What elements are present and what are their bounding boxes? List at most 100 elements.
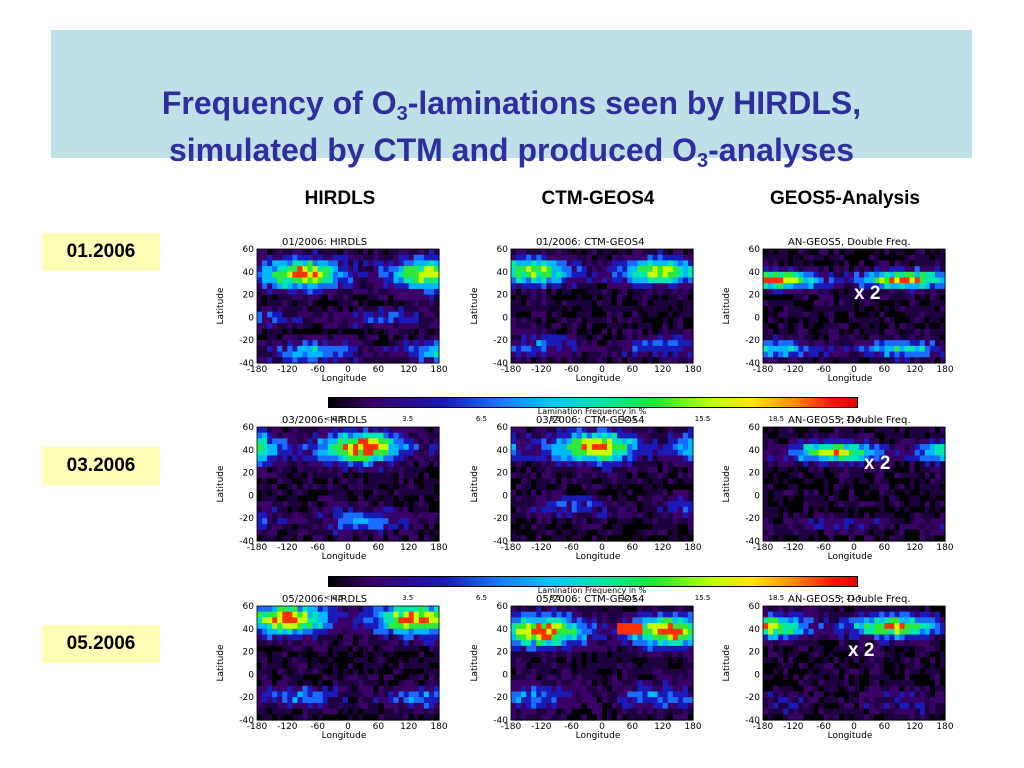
heatmap-cell (848, 478, 855, 485)
heatmap-cell (368, 657, 374, 664)
heatmap-cell (662, 438, 669, 445)
heatmap-cell (317, 668, 324, 675)
heatmap-cell (541, 489, 547, 496)
heatmap-cell (332, 340, 339, 347)
heatmap-cell (541, 300, 547, 307)
heatmap-cell (423, 334, 430, 341)
heatmap-cell (551, 351, 558, 358)
heatmap-cell (879, 340, 885, 347)
heatmap-cell (383, 606, 390, 613)
heatmap-cell (798, 334, 805, 341)
heatmap-cell (899, 501, 906, 508)
heatmap-cell (277, 351, 283, 358)
x-tick-label: 120 (654, 365, 671, 375)
heatmap-cell (373, 317, 379, 324)
heatmap-cell (272, 484, 278, 491)
heatmap-cell (677, 340, 684, 347)
heatmap-cell (622, 478, 628, 485)
heatmap-cell (677, 529, 684, 536)
heatmap-cell (763, 529, 769, 536)
heatmap-cell (607, 249, 613, 256)
heatmap-cell (828, 444, 835, 451)
heatmap-cell (612, 484, 618, 491)
heatmap-cell (378, 472, 384, 479)
heatmap-cell (531, 472, 537, 479)
heatmap-cell (408, 345, 415, 353)
heatmap-cell (327, 288, 334, 296)
heatmap-cell (317, 617, 324, 624)
heatmap-cell (677, 288, 684, 296)
heatmap-cell (848, 323, 855, 330)
heatmap-cell (541, 484, 547, 491)
heatmap-cell (607, 478, 613, 485)
heatmap-cell (363, 334, 369, 341)
heatmap-cell (808, 249, 815, 256)
heatmap-cell (297, 438, 304, 445)
heatmap-cell (312, 668, 319, 675)
heatmap-cell (368, 277, 374, 284)
heatmap-cell (413, 277, 420, 284)
heatmap-cell (899, 254, 906, 261)
heatmap-cell (423, 340, 430, 347)
heatmap-cell (353, 317, 359, 324)
heatmap-cell (627, 427, 633, 434)
heatmap-cell (657, 351, 664, 358)
heatmap-cell (267, 288, 273, 296)
heatmap-cell (267, 323, 273, 330)
heatmap-cell (393, 512, 400, 519)
heatmap-cell (929, 357, 936, 364)
heatmap-cell (813, 529, 820, 536)
heatmap-cell (874, 466, 880, 474)
heatmap-cell (433, 489, 440, 496)
heatmap-cell (413, 323, 420, 330)
heatmap-panel: 01/2006: CTM-GEOS4 60 40 20 0 -20 -40 -180 -120-… (466, 235, 716, 390)
heatmap-cell (934, 512, 941, 519)
heatmap-cell (667, 283, 674, 290)
heatmap-cell (637, 340, 644, 347)
heatmap-cell (828, 323, 835, 330)
heatmap-cell (823, 271, 830, 279)
heatmap-cell (403, 317, 410, 324)
heatmap-cell (418, 283, 425, 290)
heatmap-cell (292, 606, 299, 613)
heatmap-cell (924, 283, 931, 290)
heatmap-cell (864, 478, 870, 485)
heatmap-cell (332, 657, 339, 664)
heatmap-cell (556, 334, 563, 341)
heatmap-cell (899, 455, 906, 462)
heatmap-cell (358, 288, 364, 296)
heatmap-cell (403, 306, 410, 313)
heatmap-cell (307, 432, 314, 439)
heatmap-cell (929, 444, 936, 451)
heatmap-cell (879, 484, 885, 491)
heatmap-cell (287, 249, 293, 256)
x-tick-label: 180 (684, 365, 701, 375)
heatmap-cell (353, 501, 359, 508)
heatmap-cell (672, 466, 679, 474)
heatmap-cell (398, 461, 405, 468)
heatmap-cell (677, 472, 684, 479)
heatmap-cell (778, 277, 784, 284)
heatmap-cell (813, 472, 820, 479)
heatmap-cell (378, 529, 384, 536)
heatmap-cell (541, 449, 547, 457)
heatmap-cell (813, 317, 820, 324)
heatmap-cell (904, 523, 911, 531)
heatmap-cell (833, 427, 840, 434)
heatmap-cell (894, 449, 901, 457)
heatmap-cell (571, 518, 578, 525)
heatmap-cell (551, 260, 558, 267)
heatmap-cell (373, 345, 379, 353)
heatmap-cell (287, 294, 293, 301)
heatmap-cell (373, 294, 379, 301)
heatmap-cell (818, 449, 825, 457)
heatmap-cell (864, 472, 870, 479)
heatmap-cell (818, 529, 825, 536)
heatmap-cell (919, 323, 926, 330)
heatmap-cell (586, 449, 593, 457)
heatmap-cell (617, 300, 623, 307)
heatmap-cell (433, 306, 440, 313)
heatmap-cell (637, 249, 644, 256)
heatmap-cell (934, 288, 941, 296)
heatmap-cell (607, 438, 613, 445)
